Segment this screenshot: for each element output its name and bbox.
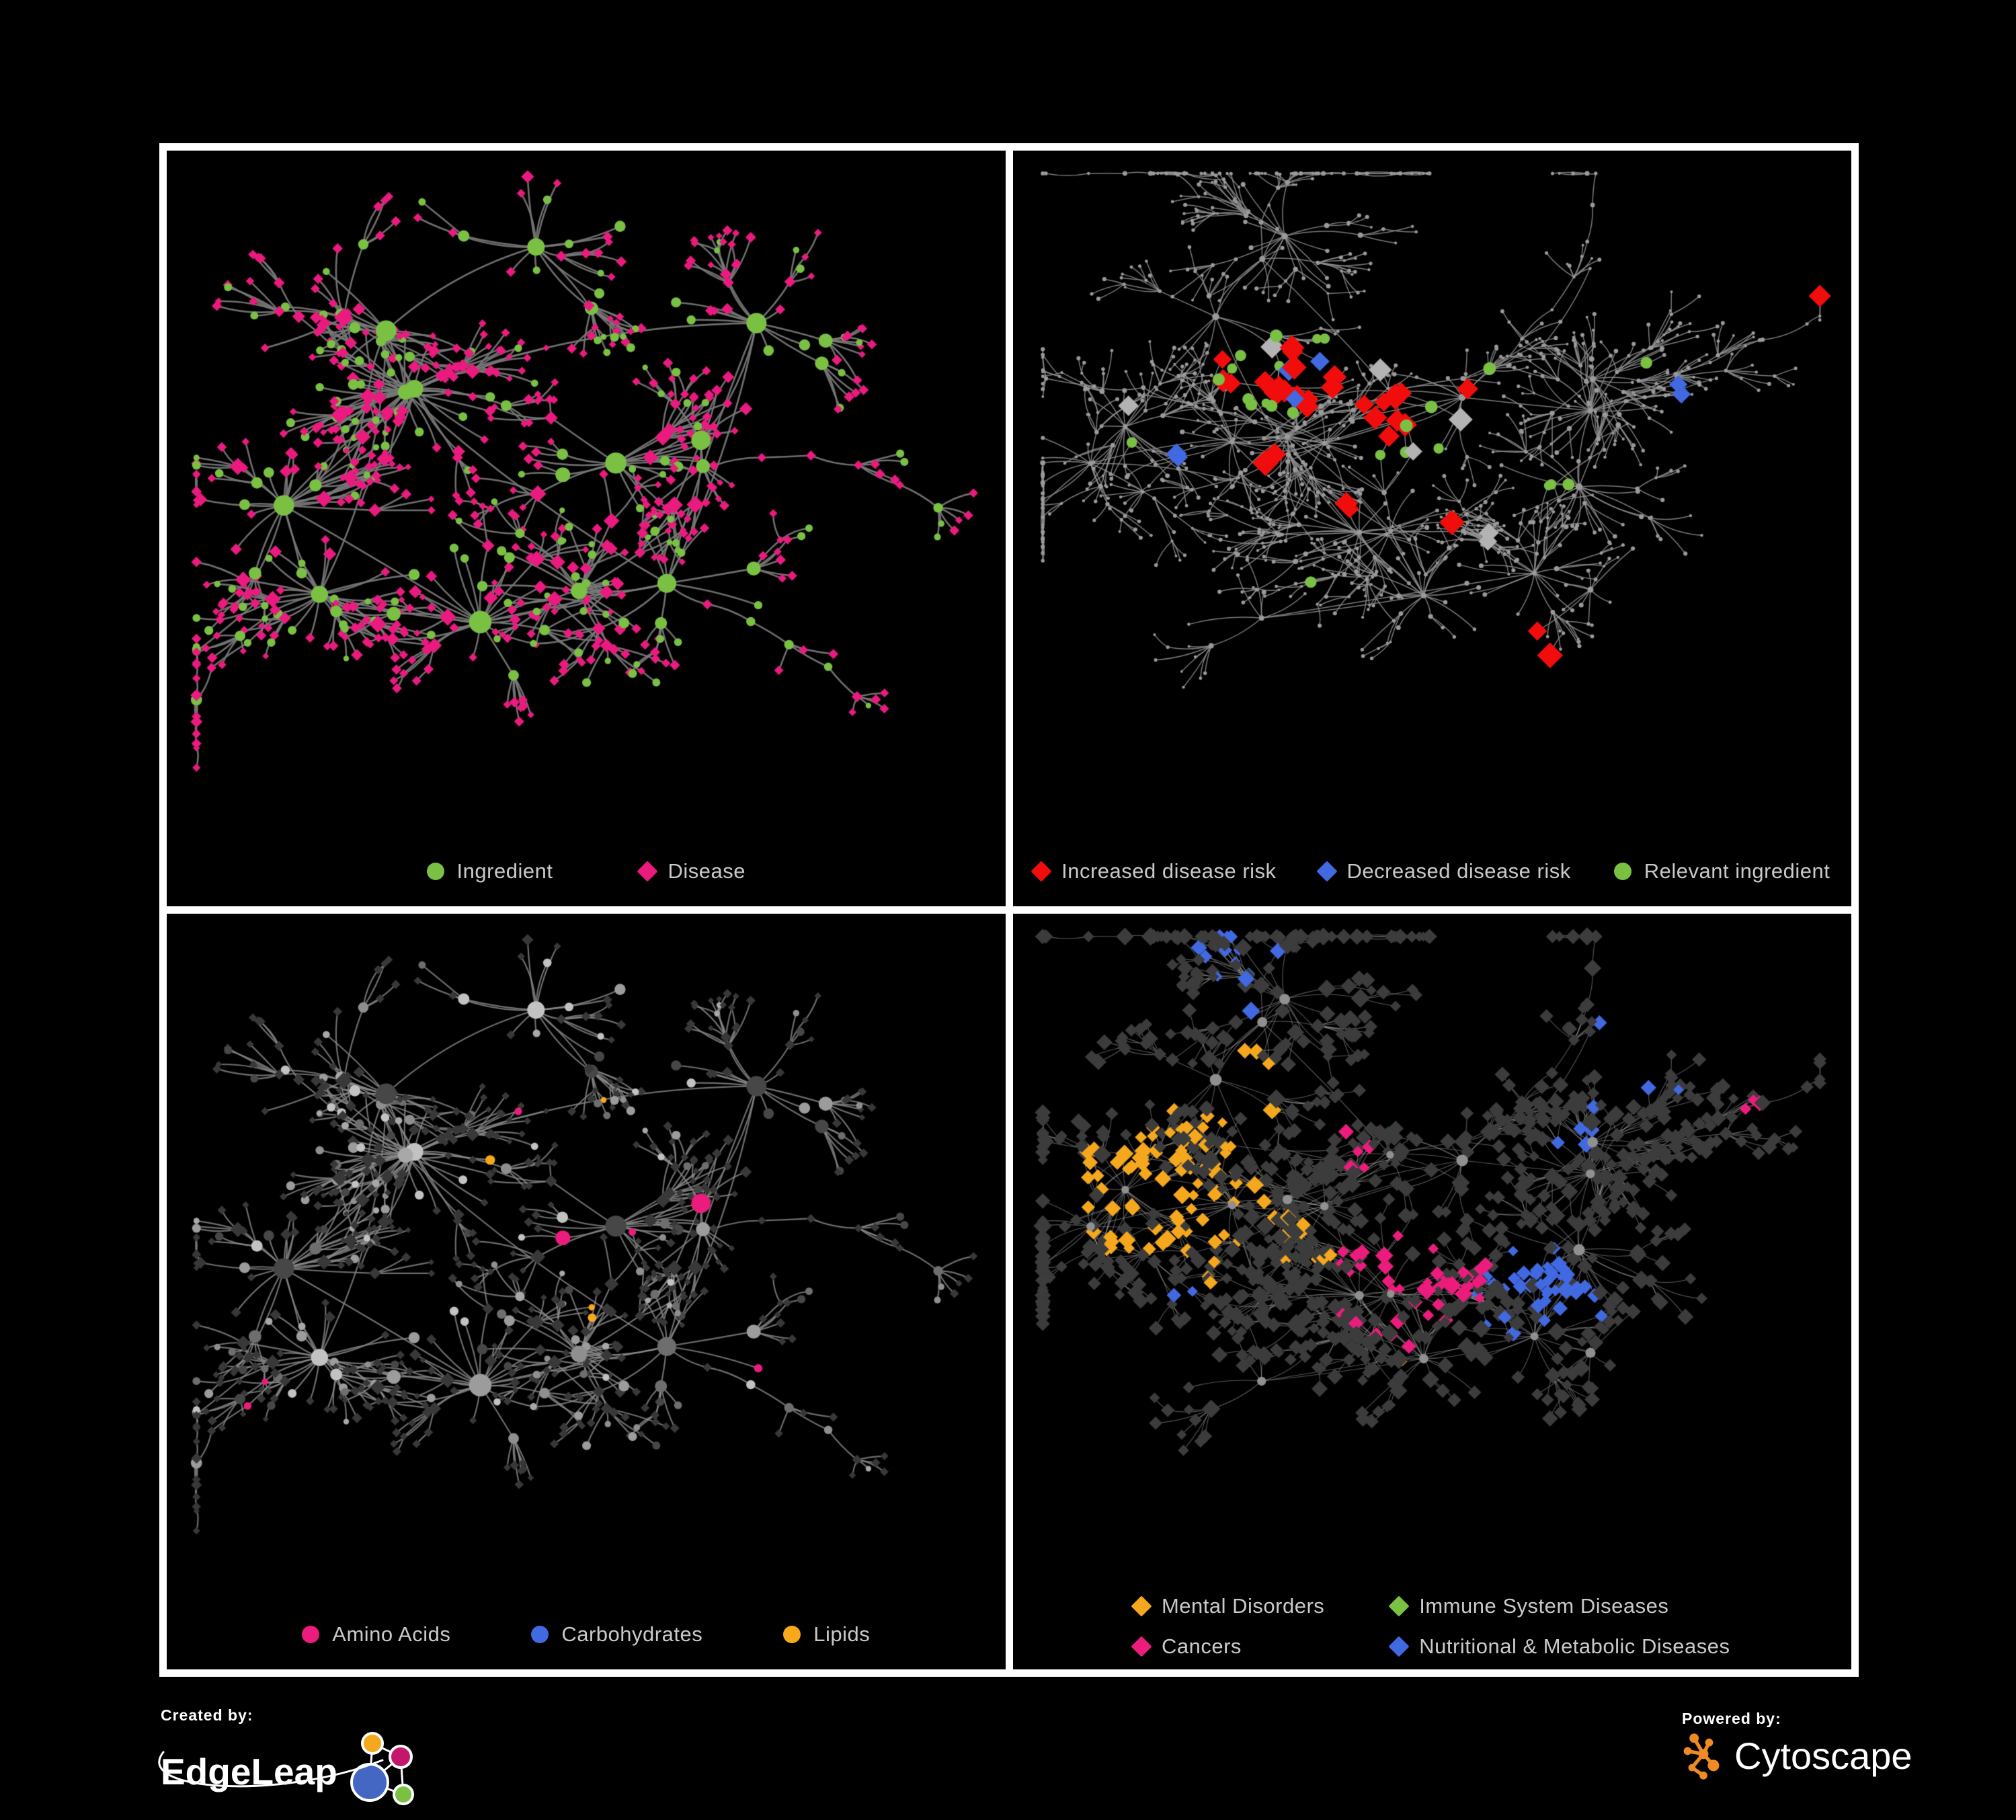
network-canvas-ingredient-disease bbox=[167, 151, 1006, 906]
legend-label: Mental Disorders bbox=[1161, 1594, 1325, 1618]
powered-by-label: Powered by: bbox=[1682, 1710, 1781, 1727]
legend-diamond-marker bbox=[1388, 1595, 1410, 1617]
edgeleap-logo: EdgeLeap bbox=[161, 1729, 422, 1815]
legend-item: Immune System Diseases bbox=[1388, 1594, 1730, 1618]
network-canvas-disease-categories bbox=[1012, 914, 1851, 1669]
legend-item: Nutritional & Metabolic Diseases bbox=[1388, 1634, 1730, 1659]
legend-diamond-marker bbox=[1131, 1595, 1152, 1617]
legend-label: Increased disease risk bbox=[1061, 859, 1277, 883]
legend-label: Carbohydrates bbox=[561, 1622, 703, 1646]
edgeleap-wordmark: EdgeLeap bbox=[161, 1750, 337, 1792]
legend-item: Carbohydrates bbox=[531, 1622, 702, 1647]
legend-circle-marker bbox=[531, 1626, 549, 1643]
legend-diamond-marker bbox=[1131, 1636, 1152, 1657]
panel-disease-categories: Mental Disorders Immune System Diseases Ca… bbox=[1012, 914, 1852, 1669]
panel-grid: Ingredient Disease Increased disease risk… bbox=[159, 143, 1859, 1677]
legend-circle-marker bbox=[1613, 863, 1631, 880]
legend-item: Decreased disease risk bbox=[1316, 859, 1571, 883]
panel-ingredient-disease: Ingredient Disease bbox=[167, 151, 1006, 906]
legend-diamond-marker bbox=[1316, 861, 1338, 882]
legend-item: Lipids bbox=[783, 1622, 870, 1647]
panel-disease-risk: Increased disease risk Decreased disease … bbox=[1012, 151, 1852, 906]
created-by-label: Created by: bbox=[161, 1706, 253, 1724]
legend-label: Decreased disease risk bbox=[1346, 859, 1571, 883]
legend-circle-marker bbox=[783, 1626, 801, 1643]
legend-item: Ingredient bbox=[426, 859, 553, 883]
panel-nutrient-classes: Amino Acids Carbohydrates Lipids bbox=[167, 914, 1006, 1669]
legend-disease-risk: Increased disease risk Decreased disease … bbox=[1013, 859, 1852, 883]
legend-nutrient-classes: Amino Acids Carbohydrates Lipids bbox=[167, 1622, 1006, 1647]
legend-label: Nutritional & Metabolic Diseases bbox=[1419, 1634, 1730, 1658]
legend-circle-marker bbox=[302, 1626, 320, 1643]
legend-disease-categories: Mental Disorders Immune System Diseases Ca… bbox=[1013, 1594, 1852, 1659]
legend-diamond-marker bbox=[1388, 1636, 1410, 1657]
legend-diamond-marker bbox=[1031, 861, 1052, 882]
legend-label: Amino Acids bbox=[332, 1622, 451, 1646]
network-canvas-disease-risk bbox=[1012, 151, 1851, 906]
legend-item: Disease bbox=[637, 859, 745, 883]
legend-label: Lipids bbox=[813, 1622, 871, 1646]
legend-item: Mental Disorders bbox=[1131, 1594, 1325, 1618]
legend-label: Ingredient bbox=[456, 859, 553, 883]
legend-item: Increased disease risk bbox=[1031, 859, 1277, 883]
cytoscape-network-icon bbox=[1683, 1733, 1720, 1780]
legend-item: Cancers bbox=[1131, 1634, 1324, 1659]
legend-item: Relevant ingredient bbox=[1613, 859, 1830, 883]
legend-ingredient-disease: Ingredient Disease bbox=[167, 859, 1006, 883]
legend-item: Amino Acids bbox=[302, 1622, 450, 1647]
cytoscape-wordmark: Cytoscape bbox=[1734, 1735, 1912, 1777]
created-by-block: Created by: EdgeLeap bbox=[158, 1706, 422, 1815]
legend-label: Cancers bbox=[1161, 1634, 1242, 1658]
legend-diamond-marker bbox=[637, 861, 658, 882]
legend-label: Relevant ingredient bbox=[1644, 859, 1830, 883]
edgeleap-network-icon bbox=[350, 1732, 414, 1805]
cytoscape-logo: Cytoscape bbox=[1682, 1732, 1912, 1780]
legend-label: Disease bbox=[668, 859, 745, 883]
legend-label: Immune System Diseases bbox=[1419, 1594, 1669, 1618]
powered-by-block: Powered by: Cytoscape bbox=[1682, 1710, 1912, 1780]
network-canvas-nutrient-classes bbox=[167, 914, 1006, 1669]
legend-circle-marker bbox=[426, 863, 444, 880]
